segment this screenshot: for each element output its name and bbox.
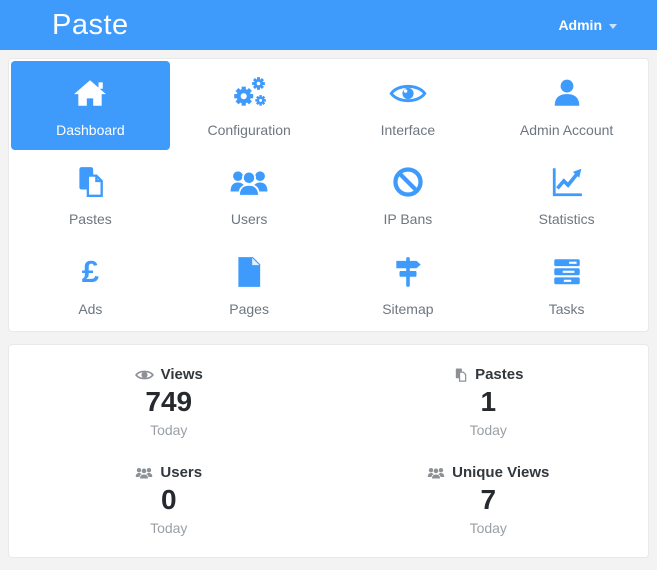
nav-item-label: Pages: [229, 300, 269, 317]
app-header: Paste Admin: [0, 0, 657, 50]
users-icon: [135, 466, 153, 480]
nav-item-label: Admin Account: [519, 122, 614, 139]
nav-item-label: IP Bans: [383, 211, 433, 228]
stat-pastes: Pastes 1 Today: [329, 353, 649, 451]
stat-users: Users 0 Today: [9, 451, 329, 549]
stat-label: Pastes: [475, 366, 524, 384]
nav-item-interface[interactable]: Interface: [329, 61, 488, 150]
nav-item-label: Statistics: [538, 211, 595, 228]
nav-item-ip-bans[interactable]: IP Bans: [329, 150, 488, 239]
ban-icon: [391, 162, 425, 202]
paste-icon: [453, 367, 468, 383]
nav-item-label: Configuration: [207, 122, 291, 139]
admin-nav-grid: Dashboard: [8, 58, 649, 332]
stat-period: Today: [469, 421, 507, 438]
nav-item-label: Users: [230, 211, 268, 228]
nav-item-label: Sitemap: [382, 300, 434, 317]
stat-unique-views: Unique Views 7 Today: [329, 451, 649, 549]
gears-icon: [230, 73, 268, 113]
users-icon: [427, 466, 445, 480]
nav-item-label: Tasks: [548, 300, 585, 317]
nav-item-label: Pastes: [68, 211, 112, 228]
stat-views: Views 749 Today: [9, 353, 329, 451]
stat-period: Today: [150, 519, 188, 536]
stat-value: 749: [145, 386, 193, 418]
nav-item-label: Interface: [380, 122, 436, 139]
nav-item-dashboard[interactable]: Dashboard: [11, 61, 170, 151]
caret-down-icon: [609, 23, 617, 29]
users-icon: [229, 162, 269, 202]
nav-item-label: Dashboard: [56, 122, 125, 139]
line-chart-icon: [550, 162, 584, 202]
user-icon: [551, 73, 583, 113]
stat-label: Users: [160, 464, 203, 482]
nav-item-ads[interactable]: £ Ads: [11, 240, 170, 329]
nav-item-users[interactable]: Users: [170, 150, 329, 239]
stat-value: 7: [480, 484, 497, 516]
stat-value: 0: [160, 484, 177, 516]
nav-item-configuration[interactable]: Configuration: [170, 61, 329, 150]
stat-label: Views: [160, 366, 203, 384]
nav-item-pastes[interactable]: Pastes: [11, 150, 170, 239]
tasks-icon: [550, 252, 584, 292]
stats-panel: Views 749 Today Pastes 1 Today: [8, 344, 649, 558]
nav-item-admin-account[interactable]: Admin Account: [487, 61, 646, 150]
page-content: Dashboard: [0, 50, 657, 566]
stat-period: Today: [150, 421, 188, 438]
signpost-icon: [391, 252, 425, 292]
brand-title: Paste: [52, 8, 129, 41]
nav-item-label: Ads: [78, 300, 103, 317]
nav-item-pages[interactable]: Pages: [170, 240, 329, 329]
nav-item-tasks[interactable]: Tasks: [487, 240, 646, 329]
gbp-icon: £: [81, 254, 99, 290]
stat-period: Today: [469, 519, 507, 536]
file-icon: [234, 252, 264, 292]
nav-item-statistics[interactable]: Statistics: [487, 150, 646, 239]
eye-icon: [134, 368, 154, 382]
stat-value: 1: [480, 386, 497, 418]
admin-user-menu-label: Admin: [558, 17, 602, 33]
eye-icon: [389, 73, 427, 113]
stat-label: Unique Views: [452, 464, 550, 482]
admin-user-menu[interactable]: Admin: [558, 17, 617, 33]
nav-item-sitemap[interactable]: Sitemap: [329, 240, 488, 329]
home-icon: [73, 73, 107, 113]
paste-icon: [73, 162, 107, 202]
